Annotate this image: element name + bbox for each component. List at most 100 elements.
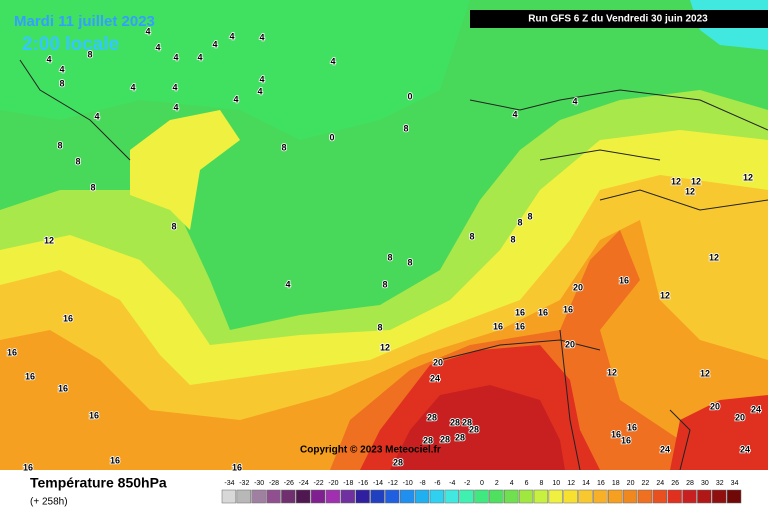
- contour-label: 4: [173, 52, 178, 62]
- scale-swatch: [221, 489, 237, 504]
- contour-label: 16: [515, 307, 525, 317]
- contour-label: 4: [330, 56, 335, 66]
- scale-label: 20: [627, 480, 635, 487]
- contour-label: 20: [735, 412, 745, 422]
- contour-label: 28: [469, 424, 479, 434]
- lead-label: (+ 258h): [30, 497, 68, 508]
- field-deep-red: [390, 385, 565, 470]
- scale-label: 0: [480, 480, 484, 487]
- contour-label: 12: [380, 342, 390, 352]
- coastlines: [19, 59, 768, 471]
- contour-label: 28: [393, 457, 403, 467]
- scale-swatch: [548, 489, 563, 504]
- contour-label: 8: [510, 234, 515, 244]
- contour-label: 16: [627, 422, 637, 432]
- time-label: 2:00 locale: [22, 34, 119, 55]
- scale-swatch: [667, 489, 682, 504]
- scale-label: 8: [539, 480, 543, 487]
- scale-swatch: [236, 489, 251, 504]
- scale-swatch: [474, 489, 489, 504]
- contour-label: 16: [538, 307, 548, 317]
- scale-swatch: [637, 489, 653, 504]
- contour-label: 28: [455, 432, 465, 442]
- scale-swatch: [296, 489, 311, 504]
- scale-label: -18: [343, 480, 353, 487]
- contour-label: 24: [660, 444, 670, 454]
- scale-label: 32: [716, 480, 724, 487]
- contour-label: 4: [173, 102, 178, 112]
- scale-label: -12: [388, 480, 398, 487]
- scale-label: 6: [525, 480, 529, 487]
- contour-label: 0: [407, 91, 412, 101]
- scale-label: -30: [254, 480, 264, 487]
- scale-swatch: [385, 489, 400, 504]
- scale-swatch: [459, 489, 474, 504]
- contour-label: 8: [527, 211, 532, 221]
- contour-label: 16: [515, 321, 525, 331]
- scale-label: 12: [567, 480, 575, 487]
- contour-label: 20: [433, 357, 443, 367]
- scale-label: -24: [299, 480, 309, 487]
- scale-swatch: [533, 489, 549, 504]
- contour-label: 4: [46, 54, 51, 64]
- contour-label: 4: [172, 82, 177, 92]
- scale-swatch: [370, 489, 385, 504]
- contour-label: 8: [57, 140, 62, 150]
- scale-label: 4: [510, 480, 514, 487]
- contour-label: 20: [573, 282, 583, 292]
- scale-label: 26: [671, 480, 679, 487]
- contour-label: 16: [621, 435, 631, 445]
- contour-label: 4: [155, 42, 160, 52]
- copyright: Copyright © 2023 Meteociel.fr: [300, 445, 441, 456]
- contour-label: 12: [685, 186, 695, 196]
- contour-label: 4: [212, 39, 217, 49]
- contour-label: 4: [572, 96, 577, 106]
- contour-label: 12: [671, 176, 681, 186]
- scale-swatch: [726, 489, 742, 504]
- scale-label: 28: [686, 480, 694, 487]
- contour-label: 4: [145, 26, 150, 36]
- contour-label: 8: [90, 182, 95, 192]
- contour-label: 16: [110, 455, 120, 465]
- contour-label: 24: [430, 373, 440, 383]
- scale-label: 34: [731, 480, 739, 487]
- contour-label: 28: [462, 417, 472, 427]
- scale-label: -22: [314, 480, 324, 487]
- contour-label: 4: [229, 31, 234, 41]
- scale-swatch: [310, 489, 326, 504]
- contour-label: 24: [751, 404, 761, 414]
- run-info: Run GFS 6 Z du Vendredi 30 juin 2023: [528, 14, 708, 25]
- contour-label: 8: [517, 217, 522, 227]
- scale-label: -8: [419, 480, 425, 487]
- contour-label: 4: [197, 52, 202, 62]
- scale-label: 24: [656, 480, 664, 487]
- contour-label: 16: [23, 462, 33, 472]
- contour-label: 4: [233, 94, 238, 104]
- contour-label: 8: [387, 252, 392, 262]
- scale-swatch: [682, 489, 697, 504]
- contour-label: 8: [59, 78, 64, 88]
- contour-label: 12: [660, 290, 670, 300]
- contour-label: 8: [281, 142, 286, 152]
- scale-label: -2: [464, 480, 470, 487]
- contour-label: 4: [257, 86, 262, 96]
- scale-label: 14: [582, 480, 590, 487]
- scale-swatch: [712, 489, 727, 504]
- scale-swatch: [340, 489, 355, 504]
- scale-swatch: [400, 489, 415, 504]
- contour-label: 16: [63, 313, 73, 323]
- scale-label: 16: [597, 480, 605, 487]
- contour-label: 4: [94, 111, 99, 121]
- contour-label: 4: [259, 32, 264, 42]
- scale-swatch: [414, 489, 430, 504]
- scale-label: -16: [358, 480, 368, 487]
- contour-label: 4: [285, 279, 290, 289]
- contour-label: 16: [611, 429, 621, 439]
- scale-label: -6: [434, 480, 440, 487]
- contour-label: 4: [59, 64, 64, 74]
- contour-label: 16: [58, 383, 68, 393]
- contour-label: 20: [565, 339, 575, 349]
- contour-label: 12: [44, 235, 54, 245]
- scale-label: -32: [239, 480, 249, 487]
